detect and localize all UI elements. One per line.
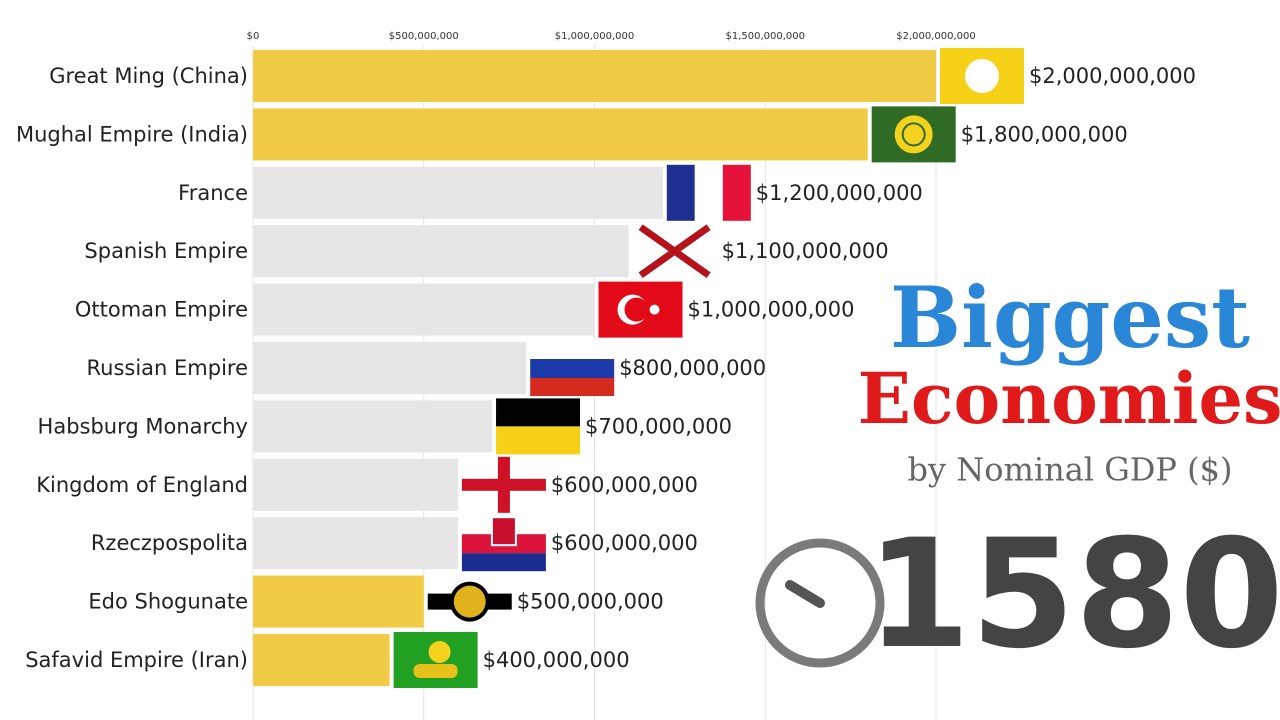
value-label: $1,800,000,000: [961, 122, 1128, 146]
value-label: $1,200,000,000: [756, 181, 923, 205]
flag: [461, 553, 546, 572]
y-tick-label: Safavid Empire (Iran): [25, 648, 248, 672]
flag: [428, 641, 451, 663]
value-label: $700,000,000: [585, 414, 732, 438]
value-label: $2,000,000,000: [1029, 64, 1196, 88]
bar: [253, 634, 390, 686]
flag: [901, 122, 926, 147]
x-tick-label: $2,000,000,000: [896, 31, 976, 42]
flag: [666, 164, 751, 221]
bar: [253, 575, 424, 628]
flag: [965, 59, 999, 93]
flag: [530, 359, 615, 378]
value-label: $500,000,000: [517, 590, 664, 614]
year: 1580: [866, 508, 1280, 682]
y-tick-label: Edo Shogunate: [88, 590, 248, 614]
flag: [530, 340, 615, 359]
bars: Great Ming (China) $2,000,000,000 Mughal E…: [16, 48, 1196, 688]
flag: [427, 573, 512, 630]
bar: [253, 50, 936, 102]
value-label: $600,000,000: [551, 531, 698, 555]
bar: [253, 283, 595, 336]
flag: [649, 304, 660, 315]
bar: [253, 166, 663, 219]
flag: [638, 224, 711, 279]
flag: [530, 340, 615, 396]
y-tick-label: Spanish Empire: [84, 239, 248, 263]
y-tick-label: Habsburg Monarchy: [38, 414, 248, 438]
x-tick-label: $500,000,000: [389, 31, 459, 42]
flag: [722, 164, 751, 221]
flag: [598, 281, 683, 338]
x-tick-label: $1,500,000,000: [725, 31, 805, 42]
flag: [393, 632, 478, 688]
bar: [253, 225, 629, 278]
bar: [253, 517, 458, 570]
x-tick-label: $1,000,000,000: [555, 31, 635, 42]
value-label: $1,100,000,000: [722, 239, 889, 263]
flag: [496, 398, 581, 455]
bar: [253, 342, 527, 394]
value-label: $600,000,000: [551, 473, 698, 497]
flag: [894, 115, 933, 154]
x-tick-label: $0: [247, 31, 260, 42]
flag: [453, 585, 486, 618]
chart-title: Economies: [858, 357, 1280, 440]
y-tick-label: Kingdom of England: [36, 473, 248, 497]
y-tick-label: France: [178, 181, 248, 205]
flag: [496, 426, 581, 455]
bar: [253, 400, 493, 453]
flag: [940, 48, 1024, 104]
value-label: $1,000,000,000: [688, 298, 855, 322]
flag: [530, 378, 615, 396]
y-tick-label: Rzeczpospolita: [91, 531, 248, 555]
value-label: $800,000,000: [619, 356, 766, 380]
flag: [694, 164, 723, 221]
flag: [871, 106, 956, 163]
flag: [638, 224, 711, 279]
y-tick-label: Russian Empire: [86, 356, 248, 380]
flag: [490, 516, 517, 547]
y-tick-label: Ottoman Empire: [75, 298, 248, 322]
flag: [497, 456, 510, 513]
bar: [253, 458, 458, 511]
y-tick-label: Great Ming (China): [49, 64, 248, 88]
flag: [461, 456, 546, 513]
chart-subtitle: by Nominal GDP ($): [908, 451, 1233, 489]
value-label: $400,000,000: [483, 648, 630, 672]
flag: [666, 164, 695, 221]
flag: [624, 297, 649, 322]
flag: [413, 664, 458, 678]
bar: [253, 108, 868, 161]
flag: [496, 398, 581, 427]
flag: [461, 515, 546, 572]
y-tick-label: Mughal Empire (India): [16, 122, 248, 146]
chart-title: Biggest: [890, 268, 1250, 367]
clock-icon: [755, 538, 885, 668]
